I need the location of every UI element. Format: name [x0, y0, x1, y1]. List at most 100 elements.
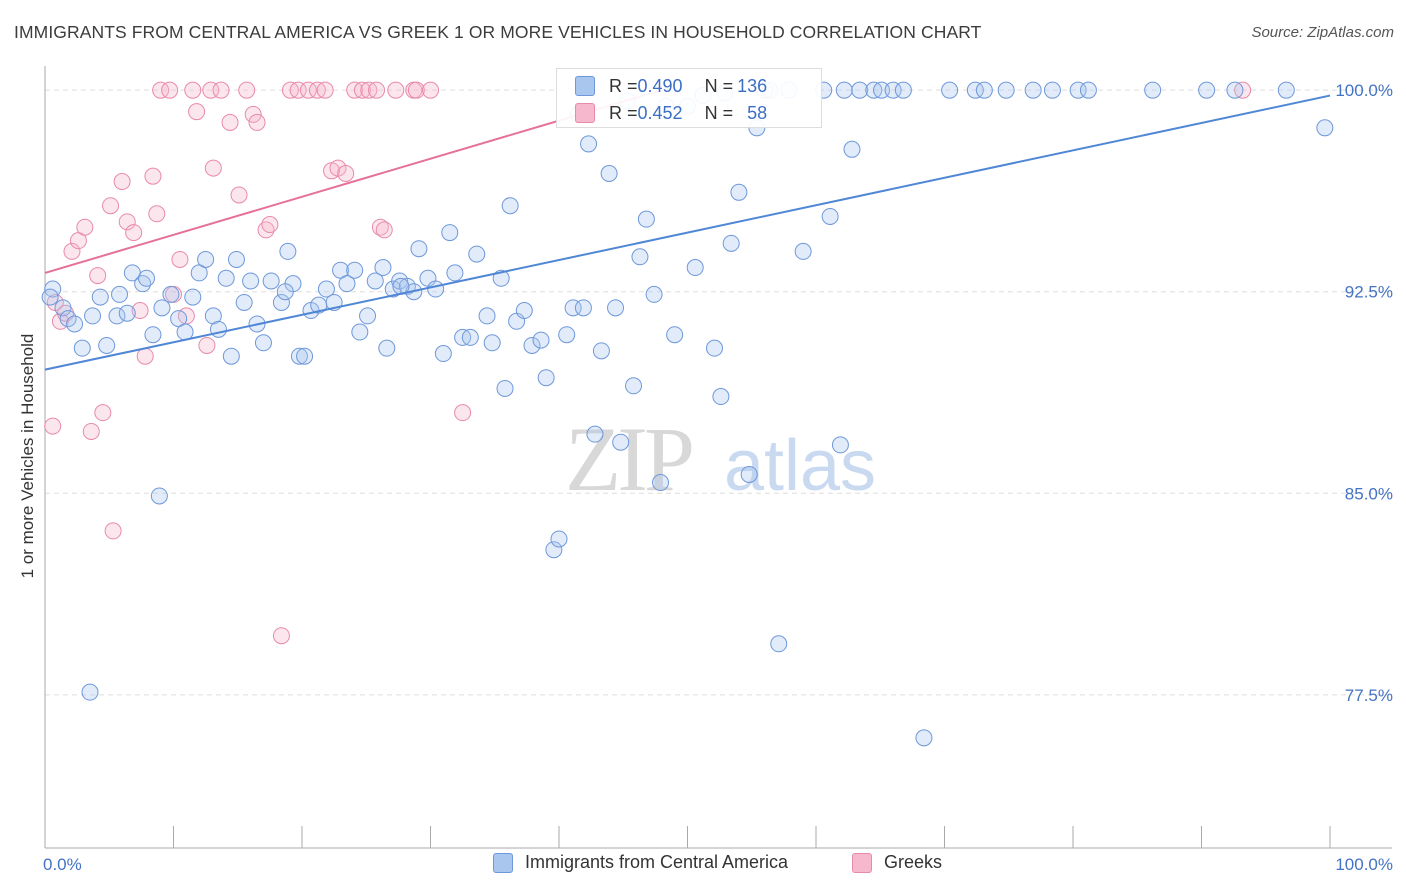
central-america-point [851, 81, 869, 99]
central-america-point [545, 541, 563, 559]
greeks-points [44, 81, 1252, 645]
central-america-point [66, 315, 84, 333]
central-america-point [884, 81, 902, 99]
central-america-point [468, 245, 486, 263]
central-america-point [204, 307, 222, 325]
central-america-point [532, 331, 550, 349]
greeks-point [261, 216, 279, 234]
stats-legend: R = 0.490 N = 136 R = 0.452 N = 58 [556, 68, 822, 128]
greeks-point [148, 205, 166, 223]
greeks-point [375, 221, 393, 239]
stats-r-value: 0.490 [637, 75, 683, 96]
greeks-point [104, 522, 122, 540]
central-america-point [73, 339, 91, 357]
central-america-point [1043, 81, 1061, 99]
greeks-point [144, 167, 162, 185]
central-america-point [645, 285, 663, 303]
greeks-point [63, 242, 81, 260]
greeks-point [299, 81, 317, 99]
central-america-point [461, 328, 479, 346]
central-america-point [378, 339, 396, 357]
central-america-point [254, 334, 272, 352]
central-america-point [666, 326, 684, 344]
central-america-point [91, 288, 109, 306]
greeks-point [387, 81, 405, 99]
stats-n-label: N = [704, 75, 734, 96]
chart-source: Source: ZipAtlas.com [1251, 24, 1394, 41]
stats-r-label: R = [609, 102, 638, 123]
central-america-point [1226, 81, 1244, 99]
central-america-point [997, 81, 1015, 99]
central-america-point [722, 234, 740, 252]
stats-row-greeks: R = 0.452 N = 58 [575, 100, 767, 126]
central-america-point [434, 345, 452, 363]
greeks-point [102, 197, 120, 215]
central-america-point [652, 474, 670, 492]
central-america-point [351, 323, 369, 341]
greeks-point [337, 164, 355, 182]
central-america-trend-line [44, 94, 1331, 371]
central-america-point [374, 259, 392, 277]
stats-n-value: 136 [737, 75, 768, 96]
trend-lines [44, 89, 1331, 371]
greeks-point [230, 186, 248, 204]
greeks-point [118, 213, 136, 231]
central-america-point [427, 280, 445, 298]
central-america-point [41, 288, 59, 306]
central-america-point [366, 272, 384, 290]
y-tick-label: 100.0% [1335, 81, 1393, 100]
stats-row-central-america: R = 0.490 N = 136 [575, 73, 767, 99]
central-america-point [1024, 81, 1042, 99]
y-tick-label: 92.5% [1345, 283, 1393, 302]
central-america-point [242, 272, 260, 290]
central-america-point [446, 264, 464, 282]
legend-item-greeks[interactable]: Greeks [852, 852, 942, 873]
central-america-point [1316, 119, 1334, 137]
central-america-point [794, 242, 812, 260]
central-america-point [600, 164, 618, 182]
legend-item-central-america[interactable]: Immigrants from Central America [493, 852, 788, 873]
central-america-point [150, 487, 168, 505]
central-america-point [835, 81, 853, 99]
greeks-point [353, 81, 371, 99]
greeks-point [188, 103, 206, 121]
greeks-point [248, 113, 266, 131]
central-america-point [564, 299, 582, 317]
central-america-point [108, 307, 126, 325]
chart-title: IMMIGRANTS FROM CENTRAL AMERICA VS GREEK… [14, 22, 982, 42]
stats-swatch-pink [575, 103, 595, 123]
legend-label-central-america: Immigrants from Central America [525, 852, 789, 872]
central-america-point [740, 465, 758, 483]
central-america-point [686, 259, 704, 277]
central-america-point [209, 320, 227, 338]
greeks-point [204, 159, 222, 177]
central-america-points [41, 81, 1334, 747]
central-america-point [81, 683, 99, 701]
greeks-point [161, 81, 179, 99]
central-america-point [580, 135, 598, 153]
greeks-point [272, 627, 290, 645]
central-america-point [523, 336, 541, 354]
central-america-point [975, 81, 993, 99]
y-axis-label: 1 or more Vehicles in Household [18, 333, 37, 579]
central-america-point [478, 307, 496, 325]
greeks-point [198, 336, 216, 354]
central-america-point [501, 197, 519, 215]
greeks-point [221, 113, 239, 131]
central-america-point [227, 250, 245, 268]
central-america-point [625, 377, 643, 395]
central-america-point [574, 299, 592, 317]
greeks-point [316, 81, 334, 99]
greeks-point [94, 404, 112, 422]
central-america-point [843, 140, 861, 158]
legend-swatch-pink [852, 852, 872, 873]
central-america-point [138, 269, 156, 287]
central-america-point [586, 425, 604, 443]
central-america-point [144, 326, 162, 344]
central-america-point [496, 379, 514, 397]
central-america-point [607, 299, 625, 317]
central-america-point [1198, 81, 1216, 99]
greeks-point [368, 81, 386, 99]
central-america-point [346, 261, 364, 279]
tick-labels: 77.5% 85.0% 92.5% 100.0% 0.0% 100.0% [43, 81, 1393, 874]
